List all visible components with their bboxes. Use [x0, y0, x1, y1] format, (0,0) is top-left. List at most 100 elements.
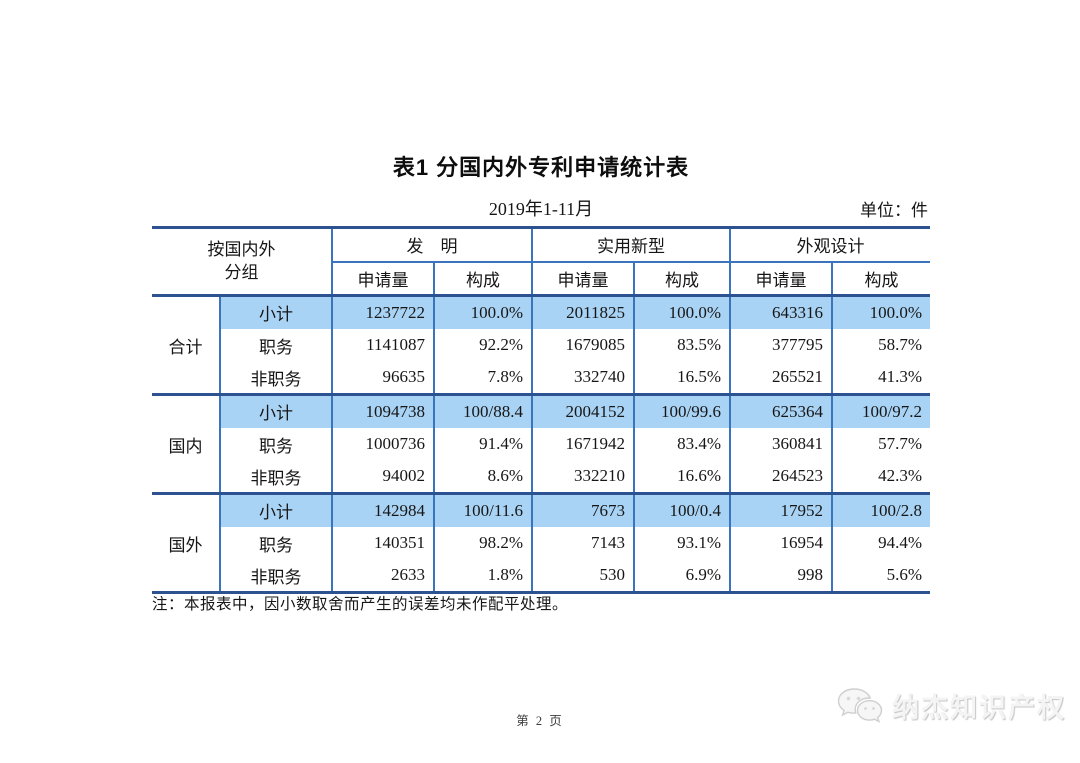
cell-value: 264523 [729, 460, 832, 494]
cell-value: 16.5% [633, 361, 730, 395]
cell-value: 96635 [331, 361, 434, 395]
cell-value: 94002 [331, 460, 434, 494]
page-title: 表1 分国内外专利申请统计表 [392, 155, 690, 180]
cell-value: 142984 [331, 493, 434, 527]
column-group-invention: 发 明 [331, 227, 532, 263]
cell-value: 377795 [729, 328, 832, 362]
cell-value: 1237722 [331, 295, 434, 329]
cell-value: 16.6% [633, 460, 730, 494]
cell-value: 2004152 [531, 394, 634, 428]
subheader-composition: 构成 [633, 261, 730, 296]
cell-value: 57.7% [831, 427, 930, 461]
row-label: 职务 [219, 427, 332, 461]
cell-value: 1671942 [531, 427, 634, 461]
cell-value: 1.8% [433, 559, 532, 593]
cell-value: 7673 [531, 493, 634, 527]
cell-value: 625364 [729, 394, 832, 428]
watermark: 纳杰知识产权 [837, 686, 1066, 725]
subheader-composition: 构成 [433, 261, 532, 296]
table-footnote: 注：本报表中，因小数取舍而产生的误差均未作配平处理。 [152, 596, 569, 613]
group-total: 合计 小计 1237722 100.0% 2011825 100.0% 6433… [152, 295, 930, 395]
cell-value: 16954 [729, 526, 832, 560]
table-header: 按国内外 分组 发 明 实用新型 外观设计 申请量 构成 申请量 构成 申请量 … [152, 227, 930, 296]
column-group-utility-model: 实用新型 [531, 227, 730, 263]
table-row: 非职务 2633 1.8% 530 6.9% 998 5.6% [152, 559, 930, 593]
cell-value: 5.6% [831, 559, 930, 593]
cell-value: 8.6% [433, 460, 532, 494]
cell-value: 91.4% [433, 427, 532, 461]
table-row: 合计 小计 1237722 100.0% 2011825 100.0% 6433… [152, 295, 930, 395]
cell-value: 83.4% [633, 427, 730, 461]
table-row: 职务 1141087 92.2% 1679085 83.5% 377795 58… [152, 328, 930, 362]
row-label: 非职务 [219, 559, 332, 593]
patent-statistics-table: 按国内外 分组 发 明 实用新型 外观设计 申请量 构成 申请量 构成 申请量 … [152, 226, 930, 594]
row-label: 小计 [219, 295, 332, 329]
wechat-icon [837, 687, 883, 725]
cell-value: 140351 [331, 526, 434, 560]
cell-value: 7.8% [433, 361, 532, 395]
group-foreign: 国外 小计 142984 100/11.6 7673 100/0.4 17952… [152, 493, 930, 593]
report-period: 2019年1-11月 [488, 199, 594, 219]
table-row: 非职务 94002 8.6% 332210 16.6% 264523 42.3% [152, 460, 930, 494]
cell-value: 98.2% [433, 526, 532, 560]
cell-value: 530 [531, 559, 634, 593]
cell-value: 332210 [531, 460, 634, 494]
cell-value: 6.9% [633, 559, 730, 593]
cell-value: 58.7% [831, 328, 930, 362]
unit-label: 单位：件 [860, 201, 928, 220]
cell-value: 100/11.6 [433, 493, 532, 527]
cell-value: 360841 [729, 427, 832, 461]
cell-value: 1094738 [331, 394, 434, 428]
table-row: 职务 140351 98.2% 7143 93.1% 16954 94.4% [152, 526, 930, 560]
row-group-header-line1: 按国内外 [207, 239, 276, 259]
cell-value: 100.0% [831, 295, 930, 329]
subheader-applications: 申请量 [331, 261, 434, 296]
cell-value: 332740 [531, 361, 634, 395]
table-row: 国内 小计 1094738 100/88.4 2004152 100/99.6 … [152, 394, 930, 494]
cell-value: 2633 [331, 559, 434, 593]
row-label: 小计 [219, 394, 332, 428]
watermark-text: 纳杰知识产权 [892, 693, 1066, 723]
row-group-header-line2: 分组 [224, 262, 259, 282]
cell-value: 2011825 [531, 295, 634, 329]
group-label: 国外 [152, 493, 220, 593]
group-domestic: 国内 小计 1094738 100/88.4 2004152 100/99.6 … [152, 394, 930, 494]
cell-value: 643316 [729, 295, 832, 329]
row-label: 非职务 [219, 361, 332, 395]
cell-value: 265521 [729, 361, 832, 395]
cell-value: 42.3% [831, 460, 930, 494]
table-row: 职务 1000736 91.4% 1671942 83.4% 360841 57… [152, 427, 930, 461]
page-number: 第 2 页 [516, 714, 564, 728]
row-label: 小计 [219, 493, 332, 527]
row-group-header: 按国内外 分组 [152, 228, 332, 296]
cell-value: 100/99.6 [633, 394, 730, 428]
cell-value: 1679085 [531, 328, 634, 362]
table-meta-row: 2019年1-11月 单位：件 [152, 195, 930, 221]
table-row: 非职务 96635 7.8% 332740 16.5% 265521 41.3% [152, 361, 930, 395]
cell-value: 100/2.8 [831, 493, 930, 527]
cell-value: 41.3% [831, 361, 930, 395]
subheader-applications: 申请量 [531, 261, 634, 296]
cell-value: 7143 [531, 526, 634, 560]
subheader-composition: 构成 [831, 261, 930, 296]
table-row: 国外 小计 142984 100/11.6 7673 100/0.4 17952… [152, 493, 930, 593]
cell-value: 100/97.2 [831, 394, 930, 428]
cell-value: 83.5% [633, 328, 730, 362]
cell-value: 100.0% [633, 295, 730, 329]
row-label: 非职务 [219, 460, 332, 494]
cell-value: 92.2% [433, 328, 532, 362]
cell-value: 94.4% [831, 526, 930, 560]
cell-value: 1000736 [331, 427, 434, 461]
row-label: 职务 [219, 328, 332, 362]
cell-value: 100/88.4 [433, 394, 532, 428]
cell-value: 100/0.4 [633, 493, 730, 527]
column-group-design: 外观设计 [729, 227, 930, 263]
cell-value: 998 [729, 559, 832, 593]
row-label: 职务 [219, 526, 332, 560]
cell-value: 1141087 [331, 328, 434, 362]
group-label: 合计 [152, 295, 220, 395]
subheader-applications: 申请量 [729, 261, 832, 296]
cell-value: 100.0% [433, 295, 532, 329]
group-label: 国内 [152, 394, 220, 494]
